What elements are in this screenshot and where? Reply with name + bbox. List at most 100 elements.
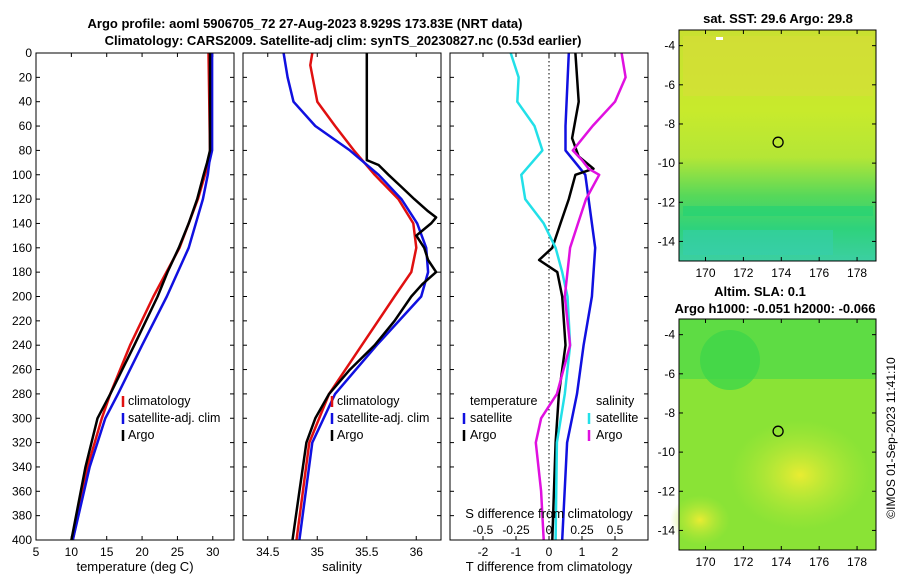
legend-label-satellite: satellite-adj. clim <box>337 411 429 425</box>
x-tick-label: 15 <box>100 545 114 559</box>
map-x-tick-label: 174 <box>771 555 791 569</box>
legend-label-argo: Argo <box>128 428 154 442</box>
map-x-tick-label: 178 <box>847 266 867 280</box>
sla-map: Altim. SLA: 0.1 Argo h1000: -0.051 h2000… <box>658 284 877 569</box>
map-y-tick-label: -6 <box>664 78 675 92</box>
temperature-frame <box>35 52 235 541</box>
map-x-tick-label: 172 <box>733 266 753 280</box>
salinity-xlabel: salinity <box>322 559 362 574</box>
legend-label-t-satellite: satellite <box>470 411 512 425</box>
map-y-tick-label: -12 <box>658 195 676 209</box>
salinity-legend: climatology satellite-adj. clim Argo <box>330 394 429 442</box>
map-y-tick-label: -10 <box>658 445 676 459</box>
series-line <box>509 53 572 540</box>
map-x-tick-label: 178 <box>847 555 867 569</box>
legend-label-climatology: climatology <box>337 394 400 408</box>
sst-map-axes: 170 172 174 176 178 -4 -6 -8 -10 -12 -14 <box>658 30 876 280</box>
sla-map-axes: 170 172 174 176 178 -4 -6 -8 -10 -12 -14 <box>658 319 876 569</box>
depth-tick-label: 280 <box>12 387 32 401</box>
series-line <box>534 53 627 540</box>
series-line <box>291 53 438 540</box>
x2-tick-label: 0.5 <box>607 523 624 537</box>
map-y-tick-label: -14 <box>658 234 676 248</box>
map-x-tick-label: 174 <box>771 266 791 280</box>
depth-tick-label: 120 <box>12 192 32 206</box>
difference-legend: temperature satellite Argo salinity sate… <box>462 394 638 442</box>
temperature-x-axis: 5 10 15 20 25 30 <box>33 53 220 559</box>
difference-s-axis: -0.5 -0.25 0 0.25 0.5 <box>473 523 624 537</box>
depth-tick-label: 380 <box>12 509 32 523</box>
depth-tick-label: 100 <box>12 168 32 182</box>
depth-tick-label: 400 <box>12 533 32 547</box>
difference-lines <box>509 53 627 540</box>
depth-tick-label: 0 <box>25 46 32 60</box>
series-line <box>70 53 212 540</box>
x2-tick-label: -0.25 <box>502 523 530 537</box>
x-tick-label: 36 <box>410 545 424 559</box>
x-tick-label: 30 <box>206 545 220 559</box>
sst-map-title: sat. SST: 29.6 Argo: 29.8 <box>703 11 853 26</box>
legend-label-s-argo: Argo <box>596 428 622 442</box>
map-x-tick-label: 170 <box>696 555 716 569</box>
x-tick-label: 0 <box>546 545 553 559</box>
legend-heading-salinity: salinity <box>596 394 635 408</box>
temperature-xlabel: temperature (deg C) <box>76 559 193 574</box>
sla-map-subtitle: Argo h1000: -0.051 h2000: -0.066 <box>675 301 876 316</box>
sla-high-eddy-west <box>670 495 730 545</box>
difference-depth-ticks <box>450 52 648 541</box>
depth-tick-label: 80 <box>19 143 33 157</box>
depth-tick-label: 360 <box>12 484 32 498</box>
x-tick-label: -1 <box>511 545 522 559</box>
sst-map-frame <box>678 29 877 262</box>
x-tick-label: 20 <box>135 545 149 559</box>
legend-label-argo: Argo <box>337 428 363 442</box>
map-y-tick-label: -6 <box>664 367 675 381</box>
temperature-depth-axis: 0 20 40 60 80 100 120 140 160 180 200 220 240 260 280 3… <box>12 46 234 547</box>
salinity-depth-ticks <box>243 52 441 541</box>
sla-high-eddy <box>730 420 870 530</box>
series-line <box>560 53 597 540</box>
temperature-lines <box>70 53 214 540</box>
map-y-tick-label: -8 <box>664 117 675 131</box>
temperature-legend: climatology satellite-adj. clim Argo <box>121 394 220 442</box>
map-y-tick-label: -8 <box>664 406 675 420</box>
map-x-tick-label: 176 <box>809 266 829 280</box>
x2-tick-label: 0.25 <box>570 523 594 537</box>
sst-missing-pixel <box>716 37 723 40</box>
legend-label-s-satellite: satellite <box>596 411 638 425</box>
argo-position-marker <box>772 136 784 148</box>
sst-cool-band <box>683 206 873 216</box>
salinity-frame <box>242 52 442 541</box>
series-line <box>295 53 418 540</box>
x-tick-label: 35 <box>311 545 325 559</box>
sst-map: sat. SST: 29.6 Argo: 29.8 170 172 174 176 17… <box>658 11 877 280</box>
depth-tick-label: 300 <box>12 411 32 425</box>
legend-label-t-argo: Argo <box>470 428 496 442</box>
salinity-lines <box>282 53 438 540</box>
sst-cyan-band <box>683 230 833 255</box>
x-tick-label: 5 <box>33 545 40 559</box>
depth-tick-label: 20 <box>19 70 33 84</box>
map-y-tick-label: -4 <box>664 328 675 342</box>
x-tick-label: 2 <box>612 545 619 559</box>
x-tick-label: -2 <box>478 545 489 559</box>
depth-tick-label: 60 <box>19 119 33 133</box>
difference-xlabel: T difference from climatology <box>466 559 633 574</box>
x-tick-label: 25 <box>171 545 185 559</box>
map-y-tick-label: -12 <box>658 484 676 498</box>
sla-low-eddy <box>700 330 760 390</box>
salinity-panel: 34.5 35 35.5 36 salinity climatology satell… <box>242 52 442 574</box>
x2-tick-label: 0 <box>546 523 553 537</box>
difference-x2label: S difference from climatology <box>465 506 633 521</box>
legend-heading-temperature: temperature <box>470 394 537 408</box>
difference-panel: -2 -1 0 1 2 T difference from climatology S … <box>449 52 649 574</box>
depth-tick-label: 160 <box>12 241 32 255</box>
x-tick-label: 1 <box>579 545 586 559</box>
sla-map-frame <box>678 318 877 551</box>
credit-text: ©IMOS 01-Sep-2023 11:41:10 <box>884 357 898 519</box>
argo-position-marker <box>772 425 784 437</box>
depth-tick-label: 40 <box>19 95 33 109</box>
salinity-x-axis: 34.5 35 35.5 36 <box>256 53 423 559</box>
legend-label-satellite: satellite-adj. clim <box>128 411 220 425</box>
